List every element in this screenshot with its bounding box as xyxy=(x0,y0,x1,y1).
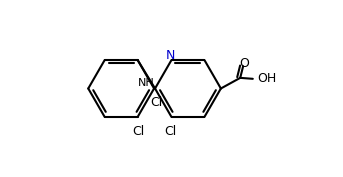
Text: NH: NH xyxy=(138,78,155,88)
Text: N: N xyxy=(166,49,175,62)
Text: O: O xyxy=(239,57,249,70)
Text: Cl: Cl xyxy=(150,96,162,109)
Text: Cl: Cl xyxy=(132,125,145,138)
Text: OH: OH xyxy=(258,72,277,85)
Text: Cl: Cl xyxy=(164,125,177,138)
